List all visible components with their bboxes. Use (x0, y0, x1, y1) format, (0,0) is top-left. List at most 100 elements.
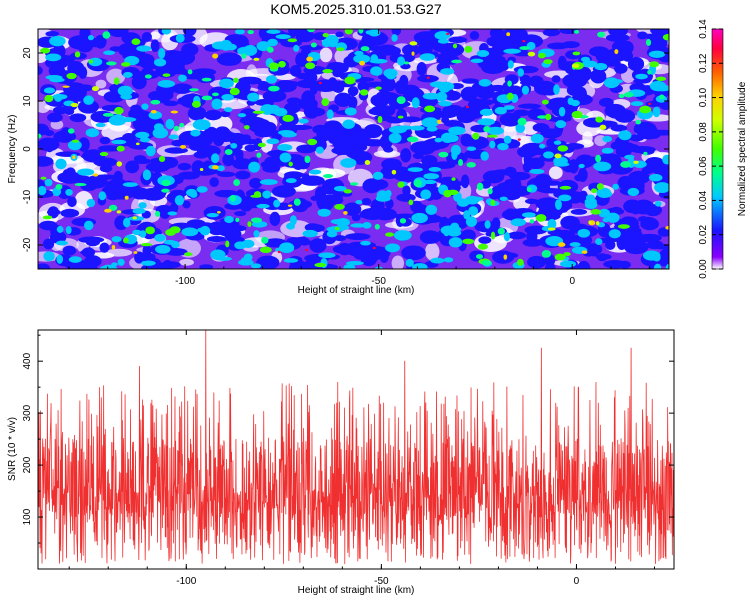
heatmap-blob (309, 238, 327, 253)
heatmap-blob (104, 208, 112, 213)
heatmap-blob (277, 80, 300, 87)
heatmap-blob (273, 199, 281, 208)
heatmap-blob (135, 131, 150, 139)
heatmap-blob (369, 58, 388, 64)
heatmap-blob (461, 229, 476, 242)
heatmap-y-tick-label: 0 (22, 146, 33, 152)
heatmap-blob (307, 29, 316, 33)
heatmap-blob (93, 157, 118, 167)
heatmap-blob (450, 222, 460, 231)
heatmap-blob (326, 230, 338, 238)
heatmap-blob (621, 50, 634, 62)
heatmap-blob (515, 29, 528, 40)
heatmap-blob (538, 187, 564, 194)
heatmap-blob (648, 50, 666, 58)
heatmap-blob (396, 108, 407, 122)
heatmap-blob (45, 31, 60, 37)
heatmap-blob (111, 244, 116, 250)
heatmap-peak (522, 39, 526, 43)
heatmap-blob (452, 43, 458, 49)
heatmap-blob (182, 29, 197, 37)
heatmap-blob (154, 234, 166, 242)
heatmap-blob (192, 119, 211, 131)
heatmap-blob (268, 85, 280, 92)
heatmap-blob (316, 198, 333, 207)
heatmap-blob (252, 110, 265, 114)
heatmap-blob (285, 178, 297, 184)
heatmap-blob (538, 143, 546, 149)
heatmap-blob (44, 94, 54, 103)
heatmap-blob (602, 135, 613, 143)
heatmap-blob (637, 31, 648, 40)
heatmap-blob (250, 263, 262, 269)
heatmap-blob (334, 185, 347, 192)
heatmap-blob (486, 126, 504, 135)
heatmap-y-label: Frequency (Hz) (7, 115, 18, 184)
heatmap-blob (174, 195, 185, 206)
heatmap-blob (71, 139, 80, 143)
heatmap-blob (489, 140, 496, 149)
heatmap-blob (287, 38, 298, 43)
heatmap-blob (472, 132, 480, 140)
heatmap-blob (469, 31, 480, 40)
heatmap-blob (321, 98, 330, 107)
heatmap-blob (470, 58, 484, 63)
heatmap-blob (136, 45, 152, 52)
heatmap-blob (140, 242, 152, 247)
heatmap-blob (138, 202, 147, 209)
heatmap-blob (478, 236, 492, 244)
heatmap-blob (507, 231, 527, 240)
heatmap-blob (38, 133, 42, 139)
heatmap-blob (614, 49, 619, 55)
heatmap-low-patch (319, 47, 333, 63)
heatmap-blob (460, 174, 470, 189)
heatmap-blob (648, 173, 663, 182)
heatmap-blob (334, 226, 340, 231)
heatmap-blob (640, 217, 659, 231)
heatmap-blob (643, 151, 648, 156)
heatmap-blob (187, 69, 193, 75)
heatmap-blob (447, 229, 462, 237)
heatmap-blob (38, 66, 43, 75)
heatmap-y-tick-label: -20 (22, 237, 33, 252)
heatmap-blob (257, 142, 266, 148)
heatmap-blob (81, 247, 96, 258)
heatmap-blob (83, 220, 94, 231)
heatmap-blob (401, 245, 426, 261)
heatmap-blob (436, 56, 457, 65)
heatmap-blob (62, 245, 77, 256)
heatmap-blob (572, 51, 581, 56)
colorbar: 0.00 0.02 0.04 0.06 0.08 0.10 0.12 0.14 Normali… (698, 19, 748, 279)
heatmap-blob (419, 53, 436, 61)
colorbar-tick-label: 0.08 (698, 122, 709, 142)
heatmap-blob (653, 85, 669, 92)
heatmap-blob (527, 157, 545, 170)
heatmap-blob (595, 221, 600, 226)
heatmap-blob (65, 226, 72, 235)
heatmap-x-ticks: -100 -50 0 (68, 29, 651, 287)
heatmap-blob (40, 47, 51, 54)
heatmap-blob (74, 51, 81, 58)
snr-y-tick-label: 200 (22, 456, 33, 473)
heatmap-blob (184, 252, 193, 257)
heatmap-blob (286, 222, 295, 230)
heatmap-blob (361, 245, 388, 255)
heatmap-blob (70, 102, 79, 108)
heatmap-blob (234, 29, 245, 35)
heatmap-blob (438, 85, 450, 93)
heatmap-blob (577, 66, 592, 82)
heatmap-blob (235, 217, 240, 223)
heatmap-blob (652, 253, 661, 262)
heatmap-blob (224, 107, 233, 113)
heatmap-blob (69, 113, 87, 123)
heatmap-blob (272, 63, 279, 70)
heatmap-x-tick-label: -50 (371, 276, 386, 287)
heatmap-blob (385, 232, 395, 237)
heatmap-blob (314, 262, 327, 268)
heatmap-blob (451, 59, 463, 64)
colorbar-ticks: 0.00 0.02 0.04 0.06 0.08 0.10 0.12 0.14 (698, 19, 723, 279)
heatmap-blob (411, 97, 420, 109)
heatmap-blob (654, 200, 662, 207)
heatmap-blob (595, 154, 602, 163)
heatmap-blob (347, 86, 359, 97)
